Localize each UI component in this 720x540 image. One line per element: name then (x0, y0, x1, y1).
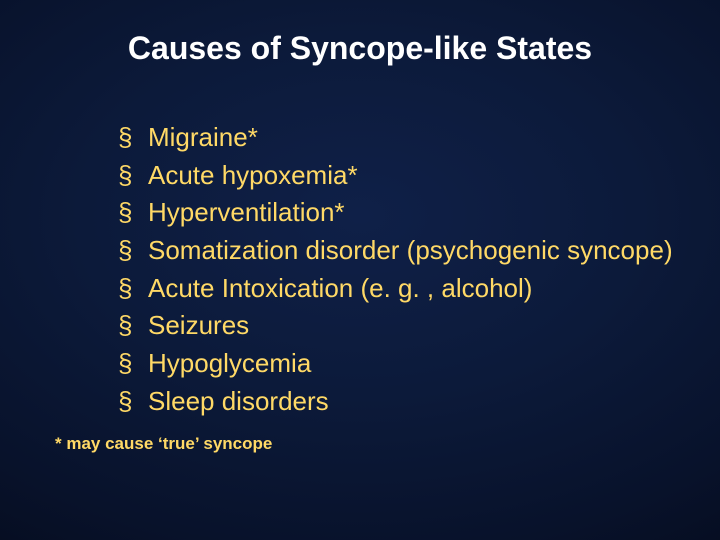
bullet-icon: § (118, 157, 132, 195)
list-item: § Somatization disorder (psychogenic syn… (118, 232, 680, 270)
list-item: § Acute Intoxication (e. g. , alcohol) (118, 270, 680, 308)
list-item-label: Acute hypoxemia* (148, 160, 358, 190)
bullet-icon: § (118, 270, 132, 308)
slide: Causes of Syncope-like States § Migraine… (0, 0, 720, 540)
list-item-label: Acute Intoxication (e. g. , alcohol) (148, 273, 532, 303)
bullet-icon: § (118, 119, 132, 157)
list-item-label: Seizures (148, 310, 249, 340)
bullet-icon: § (118, 194, 132, 232)
list-item-label: Sleep disorders (148, 386, 329, 416)
list-item: § Sleep disorders (118, 383, 680, 421)
bullet-icon: § (118, 232, 132, 270)
list-item-label: Hyperventilation* (148, 197, 345, 227)
list-item: § Hypoglycemia (118, 345, 680, 383)
list-item: § Migraine* (118, 119, 680, 157)
footnote: * may cause ‘true’ syncope (55, 434, 272, 454)
list-item-label: Hypoglycemia (148, 348, 311, 378)
bullet-icon: § (118, 383, 132, 421)
bullet-list: § Migraine* § Acute hypoxemia* § Hyperve… (40, 119, 680, 421)
list-item-label: Somatization disorder (psychogenic synco… (148, 235, 673, 265)
list-item-label: Migraine* (148, 122, 258, 152)
bullet-icon: § (118, 345, 132, 383)
list-item: § Seizures (118, 307, 680, 345)
slide-title: Causes of Syncope-like States (40, 30, 680, 67)
bullet-icon: § (118, 307, 132, 345)
list-item: § Acute hypoxemia* (118, 157, 680, 195)
list-item: § Hyperventilation* (118, 194, 680, 232)
